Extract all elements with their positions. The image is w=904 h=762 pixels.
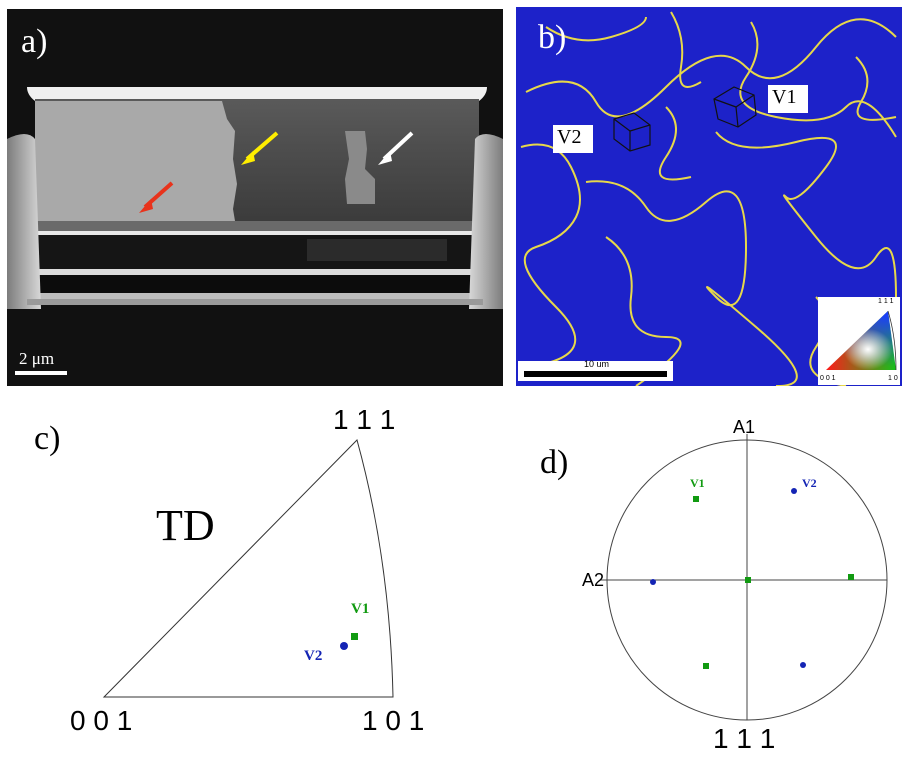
v1-label-b: V1: [772, 86, 797, 108]
ipf-triangle: [102, 439, 394, 698]
panel-c-ipf: c) TD 1 1 1 0 0 1 1 0 1 V1 V2: [0, 390, 450, 757]
v2-label-c: V2: [304, 648, 323, 664]
panel-b-label: b): [538, 19, 567, 56]
scalebar-a: [15, 371, 67, 375]
v2-points-d: [650, 488, 806, 668]
axis-a1-label: A1: [733, 417, 756, 437]
v2-point-c: [340, 642, 348, 650]
panel-a-label: a): [21, 23, 48, 60]
v2-label-d: V2: [802, 476, 817, 490]
pole-figure: [600, 434, 888, 721]
v1-label-d: V1: [690, 476, 705, 490]
grain-boundaries: [520, 11, 897, 386]
panel-d-pole-figure: d) A1 A2 1 1 1 V1 V2: [450, 390, 904, 757]
unit-cell-v1: [713, 86, 757, 128]
v2-label-b: V2: [557, 126, 582, 148]
scalebar-b-label: 10 um: [584, 359, 610, 369]
panel-c-label: c): [34, 420, 61, 457]
key-top-label: 1 1 1: [878, 298, 894, 305]
axis-a2-label: A2: [582, 570, 605, 590]
left-wall: [7, 134, 41, 309]
corner-001-label: 0 0 1: [70, 705, 133, 736]
small-grain: [345, 131, 375, 204]
scalebar-a-label: 2 μm: [19, 349, 55, 368]
panel-d-label: d): [540, 444, 569, 481]
key-left-label: 0 0 1: [820, 375, 836, 382]
v1-point-c: [351, 633, 358, 640]
top-rim: [27, 87, 487, 101]
v1-points-d: [693, 496, 854, 669]
corner-111-label: 1 1 1: [333, 404, 396, 435]
yellow-arrow: [241, 131, 279, 165]
key-right-label: 1 0: [888, 375, 898, 382]
white-arrow: [378, 131, 414, 165]
red-arrow: [139, 181, 174, 213]
bright-grain: [35, 101, 237, 221]
panel-b-ebsd-map: b) V1 V2 10 um 1 1 1 0 0 1 1 0: [516, 7, 902, 386]
corner-101-label: 1 0 1: [362, 705, 425, 736]
td-label: TD: [156, 501, 215, 550]
right-wall: [469, 134, 503, 309]
v1-label-c: V1: [351, 601, 370, 617]
ipf-color-key: [826, 310, 897, 371]
sem-micrograph: [7, 9, 503, 386]
panel-a-sem-image: a) 2 μm: [7, 9, 503, 386]
pole-111-label: 1 1 1: [713, 723, 776, 754]
scalebar-b: [524, 371, 667, 377]
unit-cell-v2: [613, 112, 651, 152]
orientation-map: [516, 7, 902, 386]
